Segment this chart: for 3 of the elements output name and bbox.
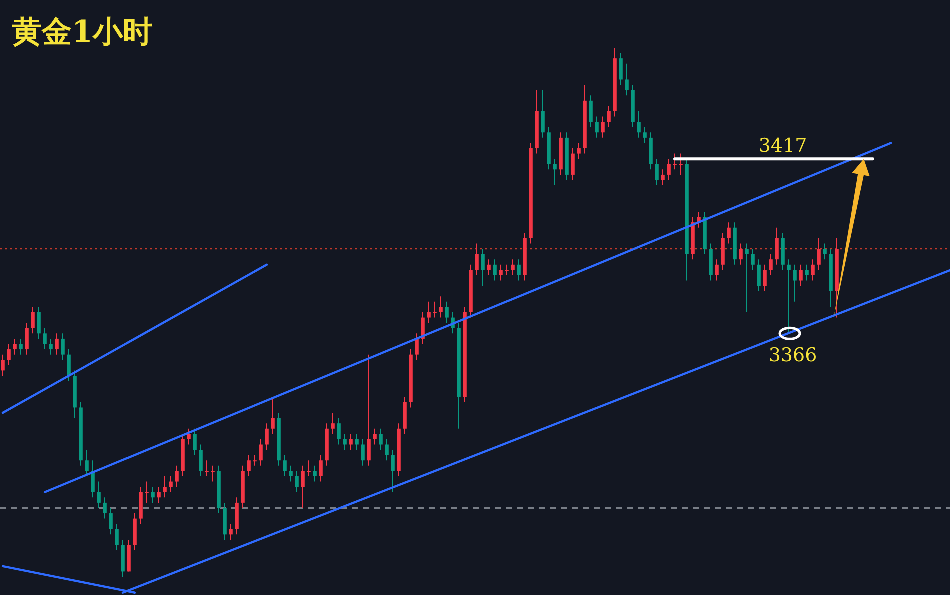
chart-title: 黄金1小时 [12, 15, 153, 50]
annotation: 3417 [758, 135, 808, 158]
annotation: 3366 [768, 344, 818, 367]
